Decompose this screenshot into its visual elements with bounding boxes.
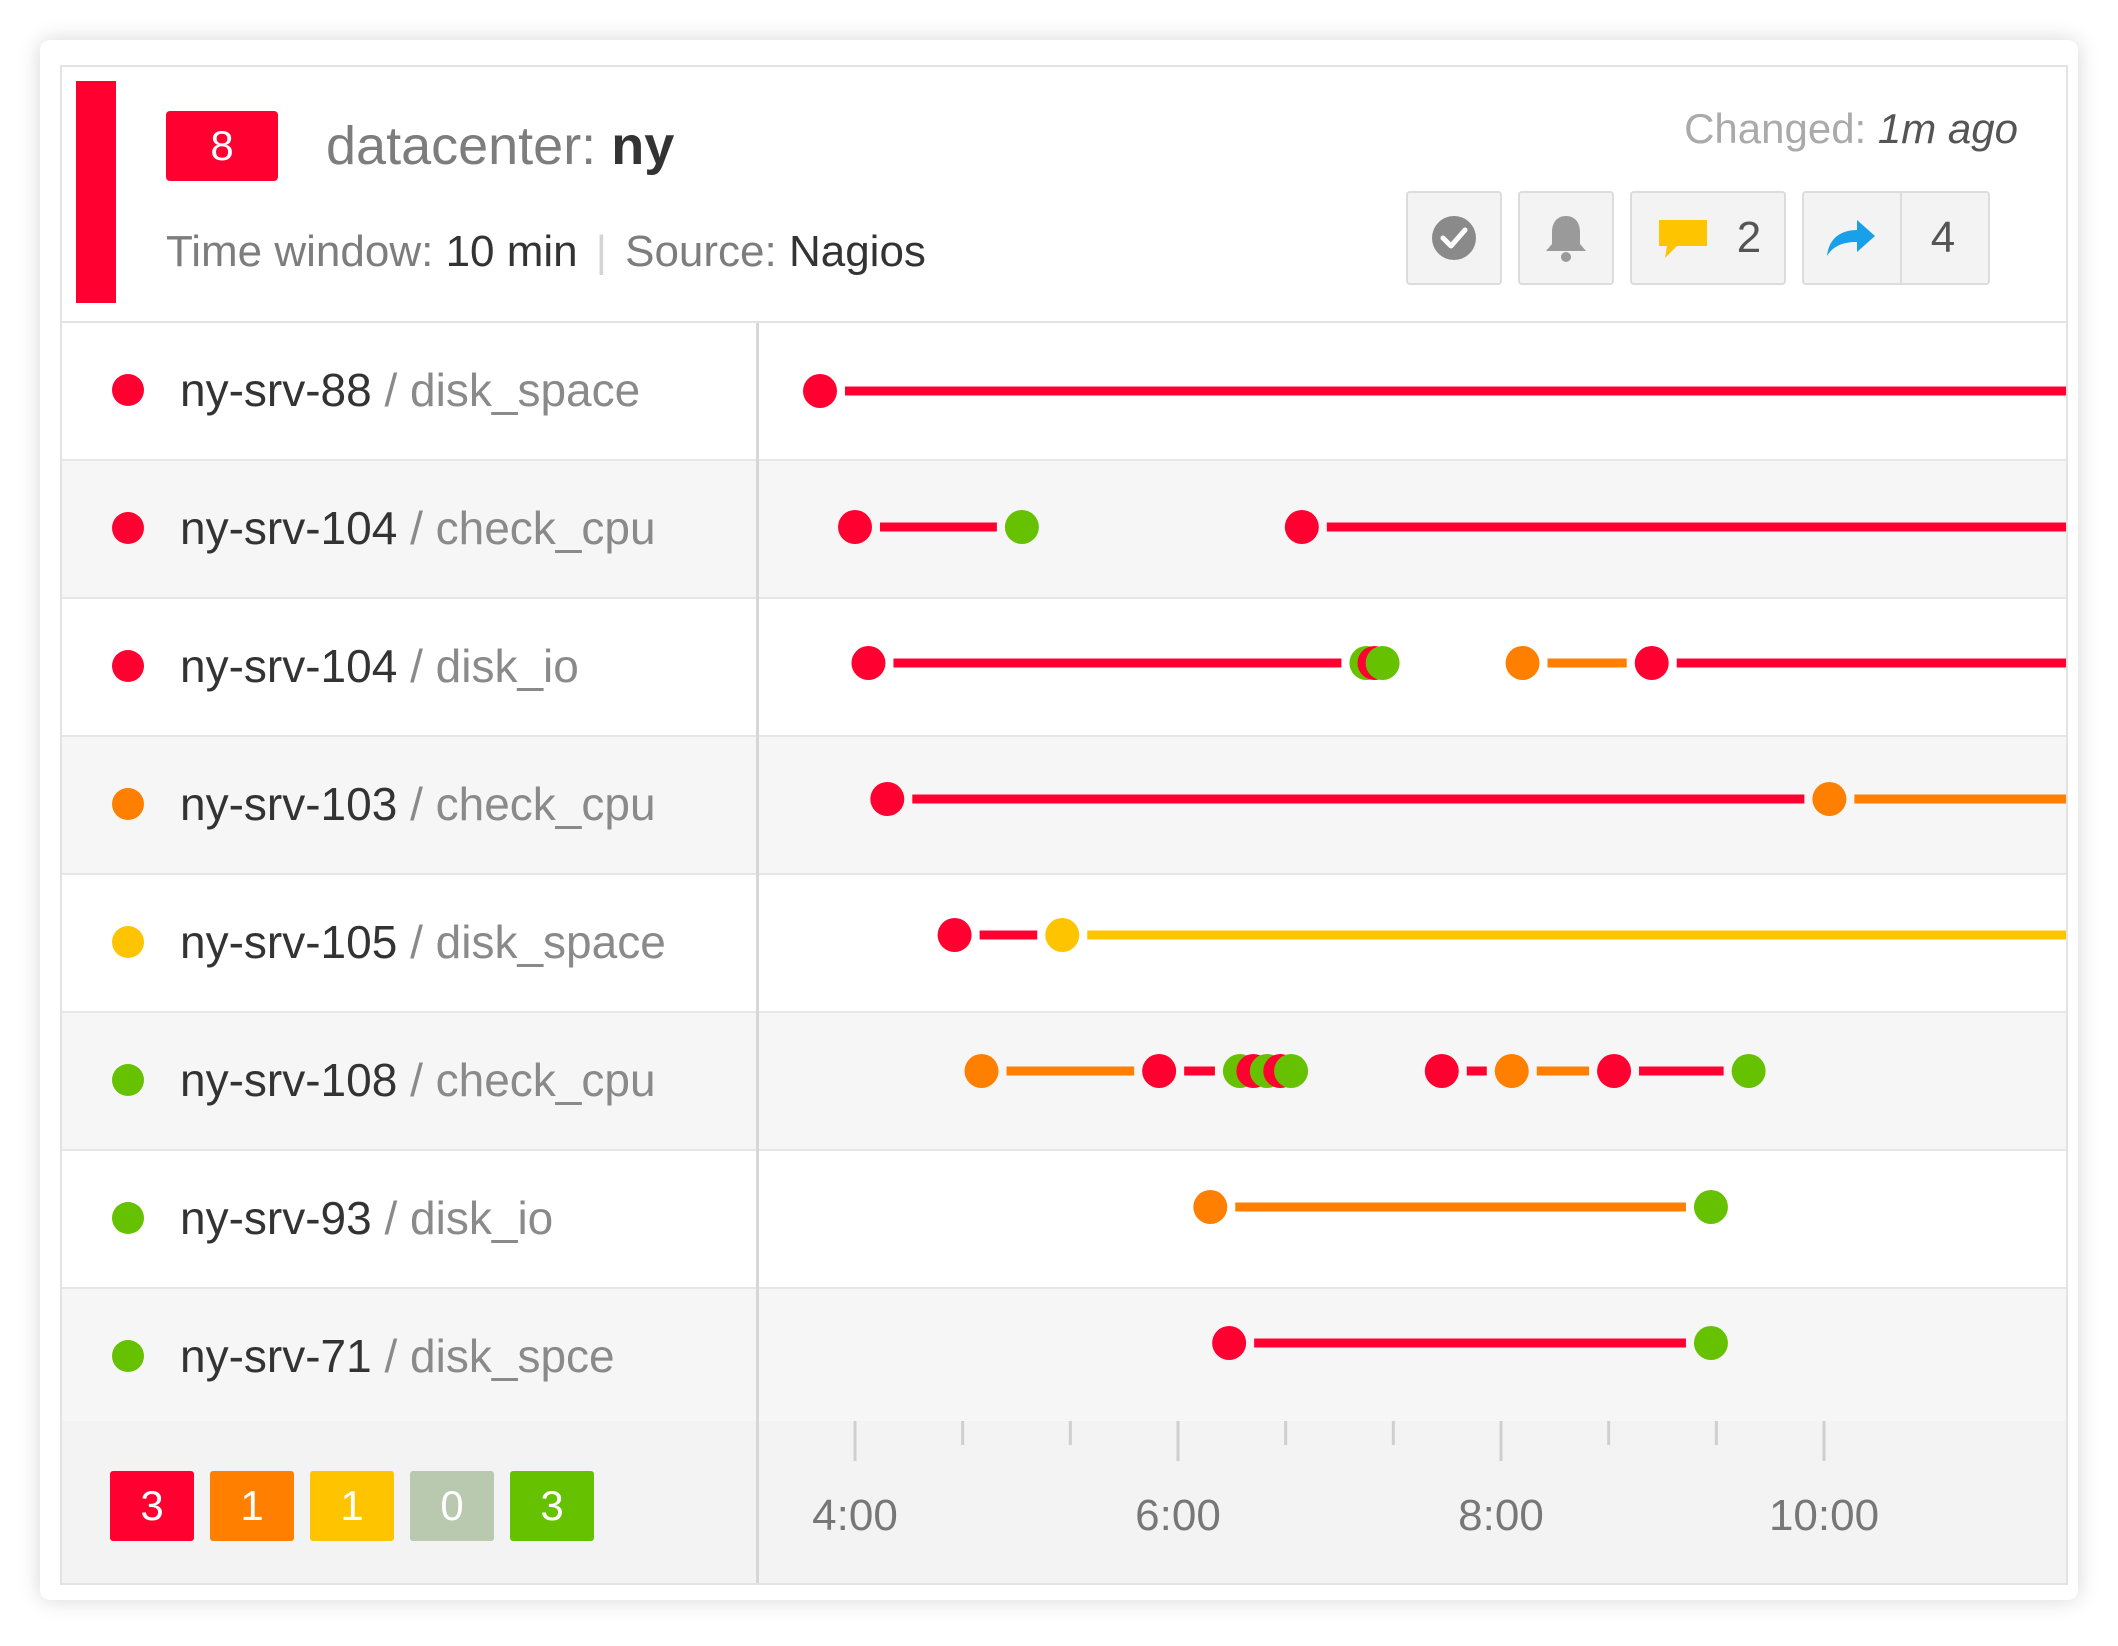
- check-name: / check_cpu: [397, 1054, 656, 1106]
- host-name: ny-srv-93: [180, 1192, 372, 1244]
- comment-icon: [1658, 220, 1707, 258]
- check-name: / disk_io: [371, 1192, 554, 1244]
- comments-count: 2: [1736, 213, 1762, 262]
- status-dot: [112, 926, 144, 958]
- check-row[interactable]: ny-srv-71 / disk_spce: [62, 1289, 2066, 1427]
- alert-title: datacenter: ny: [326, 115, 674, 177]
- check-label: ny-srv-104 / check_cpu: [180, 501, 656, 555]
- host-name: ny-srv-104: [180, 640, 398, 692]
- check-label: ny-srv-105 / disk_space: [180, 915, 666, 969]
- share-button[interactable]: 4: [1802, 191, 1990, 285]
- check-label: ny-srv-88 / disk_space: [180, 363, 640, 417]
- check-name: / check_cpu: [397, 778, 656, 830]
- host-name: ny-srv-104: [180, 502, 398, 554]
- status-dot: [112, 788, 144, 820]
- summary-badge-major[interactable]: 1: [210, 1471, 294, 1541]
- check-row[interactable]: ny-srv-104 / disk_io: [62, 599, 2066, 737]
- status-dot: [112, 512, 144, 544]
- check-row[interactable]: ny-srv-103 / check_cpu: [62, 737, 2066, 875]
- host-name: ny-srv-108: [180, 1054, 398, 1106]
- check-label: ny-srv-108 / check_cpu: [180, 1053, 656, 1107]
- check-name: / disk_spce: [371, 1330, 615, 1382]
- status-dot: [112, 1064, 144, 1096]
- host-name: ny-srv-88: [180, 364, 372, 416]
- title-value: ny: [611, 116, 675, 176]
- check-label: ny-srv-104 / disk_io: [180, 639, 579, 693]
- comments-button[interactable]: 2: [1630, 191, 1786, 285]
- share-arrow-icon: [1826, 220, 1875, 256]
- severity-bar: [76, 81, 116, 303]
- alert-meta: Time window: 10 min | Source: Nagios: [166, 227, 926, 277]
- share-divider: [1900, 193, 1902, 283]
- tick-label: 6:00: [1135, 1491, 1221, 1540]
- time-window-label: Time window:: [166, 227, 434, 276]
- changed-value: 1m ago: [1877, 105, 2018, 152]
- check-name: / disk_space: [371, 364, 641, 416]
- check-label: ny-srv-71 / disk_spce: [180, 1329, 615, 1383]
- check-name: / check_cpu: [397, 502, 656, 554]
- summary-badge-unknown[interactable]: 0: [410, 1471, 494, 1541]
- meta-separator: |: [595, 227, 608, 276]
- host-name: ny-srv-71: [180, 1330, 372, 1382]
- status-dot: [112, 1340, 144, 1372]
- alert-count-badge: 8: [166, 111, 278, 181]
- changed-label: Changed:: [1684, 105, 1867, 152]
- status-dot: [112, 1202, 144, 1234]
- summary-badge-ok[interactable]: 3: [510, 1471, 594, 1541]
- column-divider: [756, 323, 759, 1583]
- tick-label: 4:00: [812, 1491, 898, 1540]
- share-icon-wrap: [1804, 216, 1898, 260]
- source-label: Source:: [625, 227, 777, 276]
- tick-label: 10:00: [1768, 1491, 1880, 1540]
- check-name: / disk_space: [397, 916, 666, 968]
- status-dot: [112, 650, 144, 682]
- check-list: ny-srv-88 / disk_space ny-srv-104 / check…: [62, 323, 2066, 1427]
- acknowledge-button[interactable]: [1406, 191, 1502, 285]
- check-row[interactable]: ny-srv-104 / check_cpu: [62, 461, 2066, 599]
- tick-label: 8:00: [1458, 1491, 1544, 1540]
- changed-info: Changed: 1m ago: [1684, 105, 2018, 153]
- summary-badge-minor[interactable]: 1: [310, 1471, 394, 1541]
- summary-badge-critical[interactable]: 3: [110, 1471, 194, 1541]
- status-dot: [112, 374, 144, 406]
- check-icon: [1432, 216, 1476, 260]
- check-name: / disk_io: [397, 640, 579, 692]
- time-window-value: 10 min: [445, 227, 578, 276]
- host-name: ny-srv-105: [180, 916, 398, 968]
- check-row[interactable]: ny-srv-105 / disk_space: [62, 875, 2066, 1013]
- check-row[interactable]: ny-srv-108 / check_cpu: [62, 1013, 2066, 1151]
- source-value: Nagios: [788, 227, 926, 276]
- notify-button[interactable]: [1518, 191, 1614, 285]
- check-label: ny-srv-103 / check_cpu: [180, 777, 656, 831]
- bell-icon: [1546, 216, 1586, 262]
- host-name: ny-srv-103: [180, 778, 398, 830]
- check-row[interactable]: ny-srv-93 / disk_io: [62, 1151, 2066, 1289]
- title-key: datacenter:: [326, 116, 597, 176]
- alert-panel: 8 datacenter: ny Time window: 10 min | Sou…: [60, 65, 2068, 1585]
- share-count: 4: [1930, 213, 1956, 262]
- alert-header: 8 datacenter: ny Time window: 10 min | Sou…: [62, 67, 2066, 323]
- check-row[interactable]: ny-srv-88 / disk_space: [62, 323, 2066, 461]
- check-label: ny-srv-93 / disk_io: [180, 1191, 553, 1245]
